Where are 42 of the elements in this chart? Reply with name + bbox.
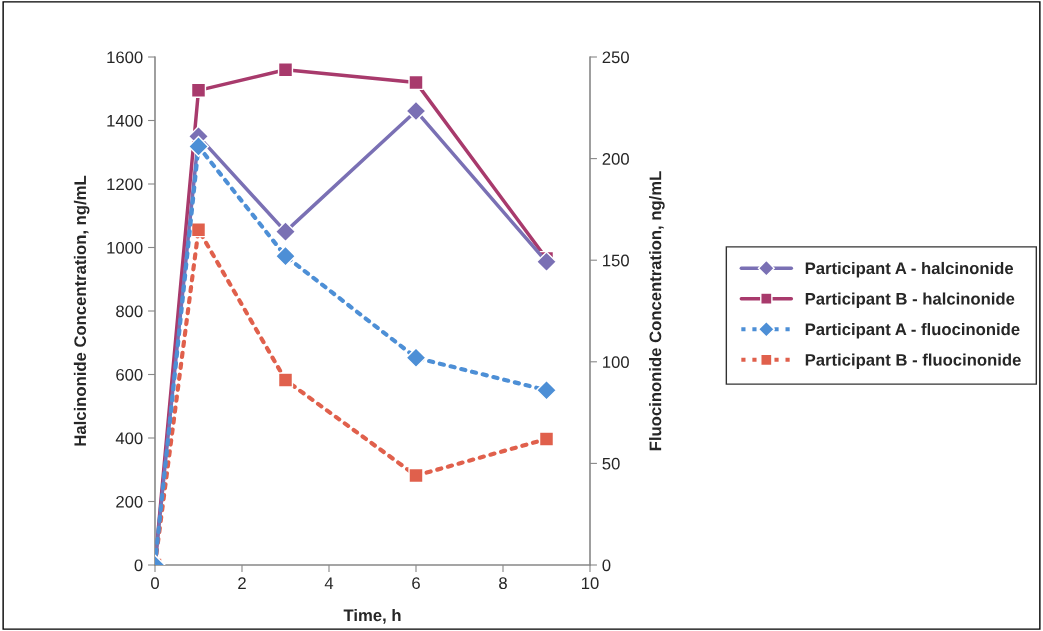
point <box>190 82 207 98</box>
point <box>535 379 558 401</box>
x-tick-label: 6 <box>412 577 420 590</box>
point <box>274 245 297 267</box>
x-tick-label: 2 <box>238 577 246 589</box>
point <box>408 467 424 484</box>
point <box>190 222 207 238</box>
point <box>277 372 294 388</box>
y2-tick-label: 100 <box>603 356 629 368</box>
legend-label: Participant B - halcinonide <box>805 292 1015 308</box>
point <box>405 100 427 122</box>
x-tick-label: 0 <box>151 577 159 590</box>
y-tick-label: 1400 <box>107 114 143 127</box>
x-axis-title: Time, h <box>343 609 401 624</box>
y-tick-label: 400 <box>115 432 143 445</box>
y-tick-label: 1000 <box>107 241 143 254</box>
y-tick-label: 600 <box>116 368 143 381</box>
point <box>277 62 294 78</box>
legend-label: Participant A - halcinonide <box>805 261 1014 278</box>
point <box>535 251 558 273</box>
point <box>274 221 297 243</box>
y-tick-label: 200 <box>116 495 143 508</box>
legend-label: Participant A - fluocinonide <box>805 323 1020 339</box>
y-tick-label: 0 <box>134 559 143 572</box>
y2-tick-label: 200 <box>602 153 629 165</box>
x-tick-label: 4 <box>324 577 334 589</box>
y-tick-label: 800 <box>116 305 143 318</box>
point <box>408 74 424 91</box>
point <box>405 347 427 369</box>
point <box>538 431 555 447</box>
y2-tick-label: 0 <box>602 559 611 572</box>
y-tick-label: 1200 <box>107 178 143 191</box>
y2-tick-label: 150 <box>603 254 629 267</box>
point <box>187 135 210 157</box>
x-tick-label: 8 <box>499 577 507 590</box>
legend-label: Participant B - fluocinonide <box>805 353 1021 370</box>
y2-axis-title: Fluocinonide Concentration, ng/mL <box>649 171 665 451</box>
y-axis-title: Halcinonide Concentration, ng/mL <box>73 175 90 446</box>
y-tick-label: 1600 <box>107 51 143 64</box>
y2-tick-label: 50 <box>602 457 620 470</box>
y2-tick-label: 250 <box>602 51 629 64</box>
x-tick-label: 10 <box>582 577 599 590</box>
